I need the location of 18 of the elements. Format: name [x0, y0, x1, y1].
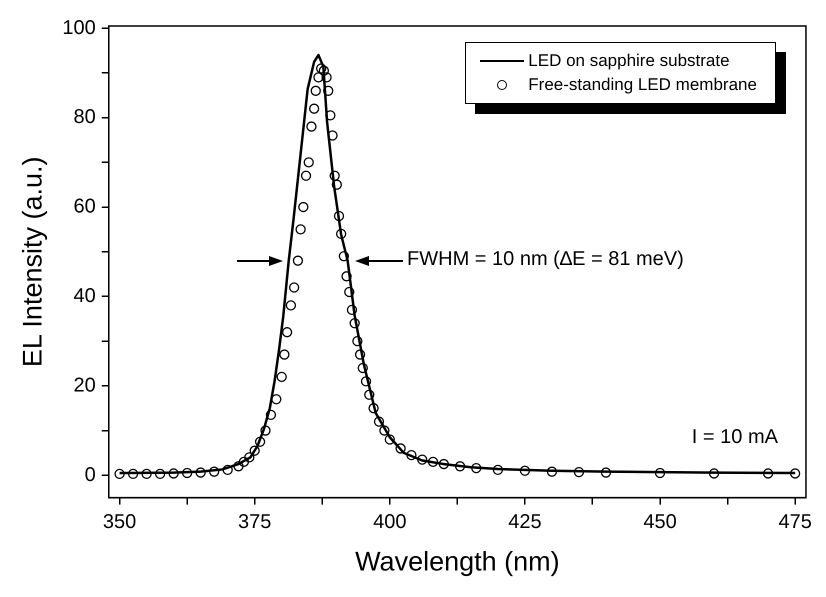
- x-tick-label: 450: [643, 511, 677, 534]
- x-tick-label: 475: [778, 511, 812, 534]
- x-tick-label: 375: [238, 511, 272, 534]
- legend-label: Free-standing LED membrane: [528, 74, 757, 96]
- y-tick-label: 20: [74, 374, 96, 396]
- y-tick-label: 0: [84, 464, 96, 486]
- y-axis-title: EL Intensity (a.u.): [18, 156, 48, 368]
- x-axis-title: Wavelength (nm): [355, 546, 560, 576]
- annotation: FWHM = 10 nm (∆E = 81 meV): [407, 248, 684, 271]
- x-tick-label: 425: [508, 511, 542, 534]
- annotation: I = 10 mA: [692, 426, 778, 449]
- y-tick-label: 40: [74, 284, 96, 307]
- y-tick-label: 60: [74, 196, 96, 218]
- legend-label: LED on sapphire substrate: [528, 50, 730, 72]
- y-tick-label: 100: [62, 16, 96, 39]
- x-tick-label: 400: [373, 511, 406, 534]
- x-tick-label: 350: [102, 511, 136, 534]
- y-tick-label: 80: [74, 106, 96, 128]
